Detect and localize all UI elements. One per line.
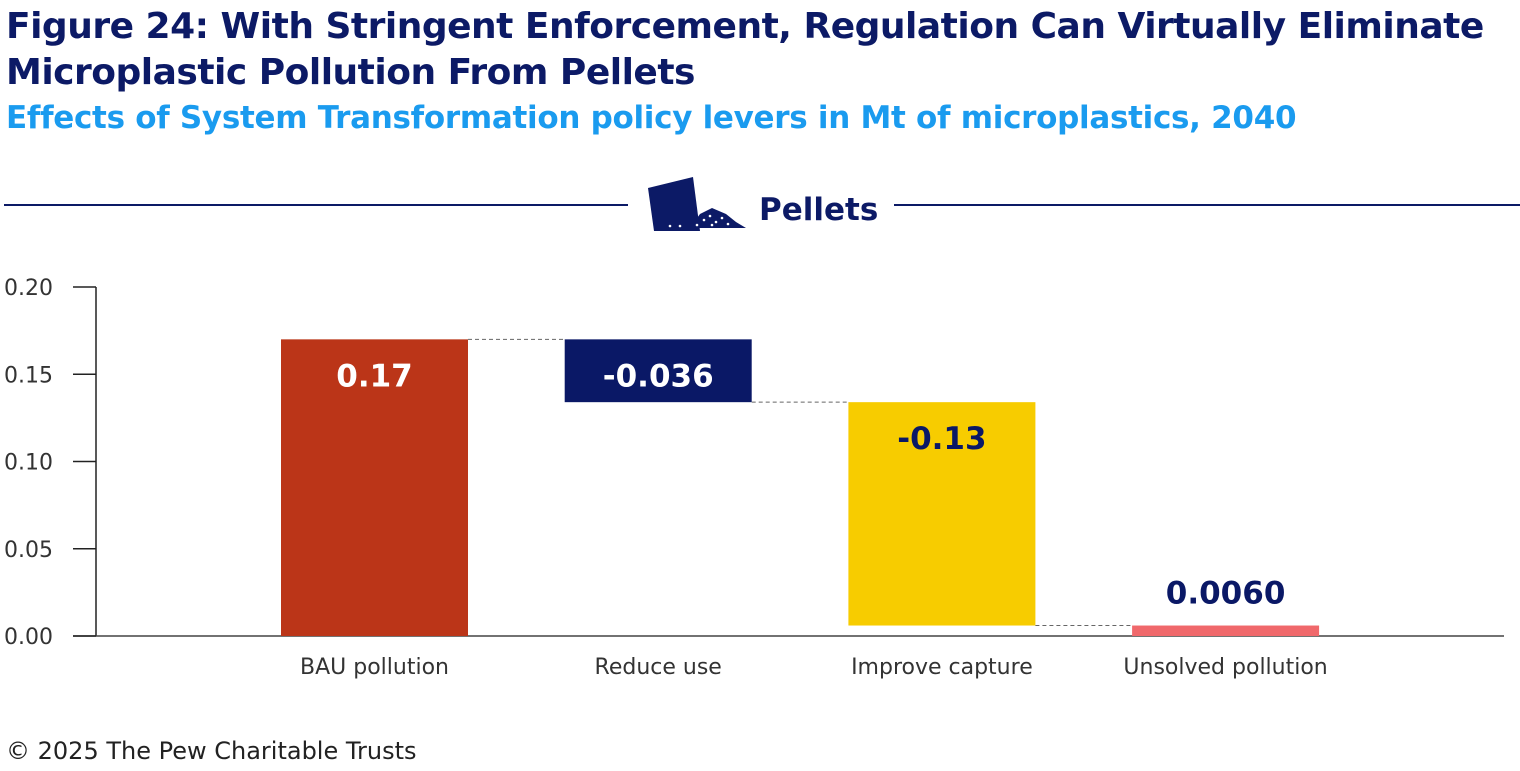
y-tick-label: 0.10 <box>4 451 53 476</box>
data-label: -0.13 <box>897 421 986 457</box>
y-tick-label: 0.05 <box>4 538 53 563</box>
pellets-spill-icon <box>648 177 746 231</box>
chart-subtitle: Effects of System Transformation policy … <box>6 100 1297 136</box>
data-label: 0.17 <box>336 358 413 394</box>
y-tick-label: 0.00 <box>4 625 53 650</box>
copyright-footer: © 2025 The Pew Charitable Trusts <box>6 737 417 765</box>
data-label: -0.036 <box>603 358 714 394</box>
y-tick-label: 0.15 <box>4 363 53 388</box>
bar-reduce-use <box>564 339 752 403</box>
x-tick-label: BAU pollution <box>300 655 449 680</box>
x-tick-label: Improve capture <box>851 655 1033 680</box>
bar-unsolved-pollution <box>1132 625 1320 636</box>
y-tick-label: 0.20 <box>4 276 53 301</box>
bar-bau-pollution <box>281 339 468 636</box>
bar-improve-capture <box>848 402 1036 626</box>
data-label: 0.0060 <box>1166 576 1286 612</box>
chart-title: Figure 24: With Stringent Enforcement, R… <box>6 6 1484 93</box>
section-label: Pellets <box>759 192 878 228</box>
x-tick-label: Reduce use <box>595 655 722 680</box>
x-tick-label: Unsolved pollution <box>1123 655 1327 680</box>
